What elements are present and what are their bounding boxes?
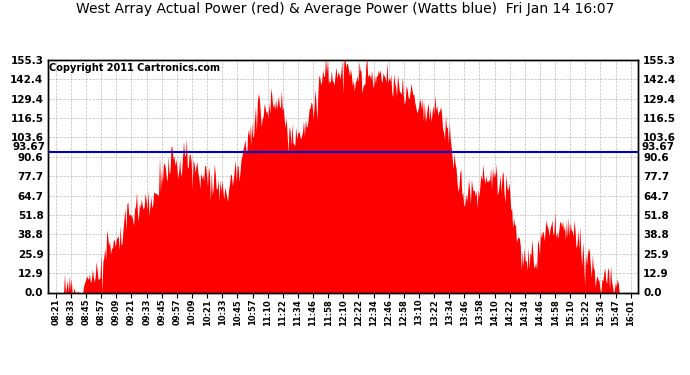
Text: 93.67: 93.67 xyxy=(12,142,46,152)
Text: Copyright 2011 Cartronics.com: Copyright 2011 Cartronics.com xyxy=(50,63,221,74)
Text: 93.67: 93.67 xyxy=(641,142,674,152)
Text: West Array Actual Power (red) & Average Power (Watts blue)  Fri Jan 14 16:07: West Array Actual Power (red) & Average … xyxy=(76,2,614,16)
